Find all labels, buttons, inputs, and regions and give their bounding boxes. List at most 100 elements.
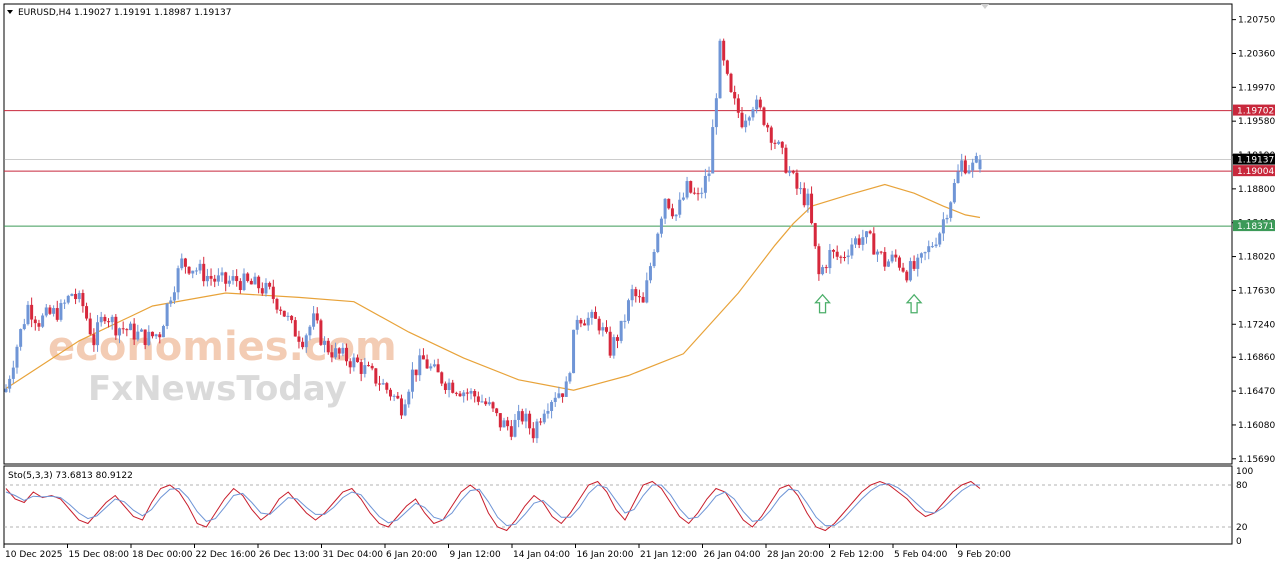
candle-body [557, 393, 561, 398]
candle [77, 290, 81, 303]
candle [883, 247, 887, 271]
candle-body [374, 368, 378, 384]
collapse-triangle-icon[interactable] [7, 10, 13, 14]
candle-body [762, 107, 766, 125]
candle-body [956, 171, 960, 183]
candle [832, 248, 836, 259]
candle [107, 318, 111, 328]
candle-body [553, 397, 557, 402]
candle [15, 344, 19, 374]
candle-body [674, 214, 678, 217]
candle [260, 282, 264, 296]
candle-body [740, 112, 744, 128]
candle-body [44, 307, 48, 316]
candle-body [659, 218, 663, 234]
candle-body [579, 319, 583, 324]
x-tick-label: 5 Feb 04:00 [894, 550, 948, 560]
x-tick-label: 26 Jan 04:00 [704, 550, 761, 560]
candle-body [583, 323, 587, 326]
candle [670, 203, 674, 219]
candle-body [978, 159, 982, 170]
candle-body [473, 390, 477, 397]
candle-body [125, 329, 129, 331]
candle-body [894, 254, 898, 258]
candle-body [645, 280, 649, 303]
candle-body [930, 246, 934, 248]
stochastic-tick-label: 20 [1236, 523, 1248, 533]
candle [879, 250, 883, 255]
candle-body [484, 401, 488, 405]
candle [949, 201, 953, 222]
candle [813, 222, 817, 249]
y-tick-label: 1.17240 [1238, 320, 1275, 330]
candle [938, 231, 942, 248]
candle [934, 237, 938, 248]
candle [143, 329, 147, 350]
candle-body [48, 307, 52, 314]
candle [912, 255, 916, 272]
candle [601, 322, 605, 337]
candle-body [26, 304, 30, 325]
candle [224, 271, 228, 292]
candle [52, 305, 56, 317]
candle-body [696, 193, 700, 195]
candle-body [758, 99, 762, 108]
candle [520, 408, 524, 425]
candle-body [85, 306, 89, 319]
candle-body [872, 233, 876, 255]
candle-body [945, 217, 949, 220]
price-label-bg [1233, 165, 1275, 177]
candle [766, 122, 770, 133]
candle [656, 232, 660, 254]
candle [839, 255, 843, 264]
candle-body [795, 172, 799, 189]
candle-body [725, 60, 729, 74]
y-tick-label: 1.19970 [1238, 83, 1275, 93]
candle [304, 333, 308, 353]
candle-body [905, 271, 909, 281]
candle [128, 321, 132, 331]
candle [952, 178, 956, 204]
candle [209, 268, 213, 286]
candle [414, 369, 418, 382]
candle [410, 362, 414, 399]
candle [626, 298, 630, 324]
candle-body [388, 389, 392, 397]
candle-body [22, 324, 26, 330]
candle-body [733, 92, 737, 99]
candle [319, 318, 323, 346]
candle [758, 96, 762, 110]
candle [297, 330, 301, 349]
candle [213, 274, 217, 288]
candle [956, 164, 960, 184]
candle [579, 317, 583, 328]
candle [531, 422, 535, 443]
candle [667, 198, 671, 210]
candle-body [161, 325, 165, 338]
candle-body [586, 317, 590, 326]
candle-body [257, 276, 261, 289]
candle-body [194, 270, 198, 272]
stochastic-main-line [5, 480, 981, 532]
candle-body [352, 357, 356, 368]
candle [696, 187, 700, 201]
candle-body [114, 316, 118, 336]
candle-body [692, 192, 696, 194]
candle [747, 115, 751, 126]
candle [901, 262, 905, 273]
candle-body [154, 334, 158, 337]
candle [312, 306, 316, 330]
candle [330, 345, 334, 363]
candle [118, 327, 122, 344]
candle [575, 315, 579, 335]
candle-body [875, 251, 879, 255]
candle [689, 180, 693, 194]
candle-body [301, 341, 305, 348]
candle-body [663, 198, 667, 219]
candle-body [407, 391, 411, 405]
candle-body [528, 413, 532, 429]
candle-body [626, 300, 630, 321]
candle-body [744, 120, 748, 128]
candle-body [938, 233, 942, 245]
